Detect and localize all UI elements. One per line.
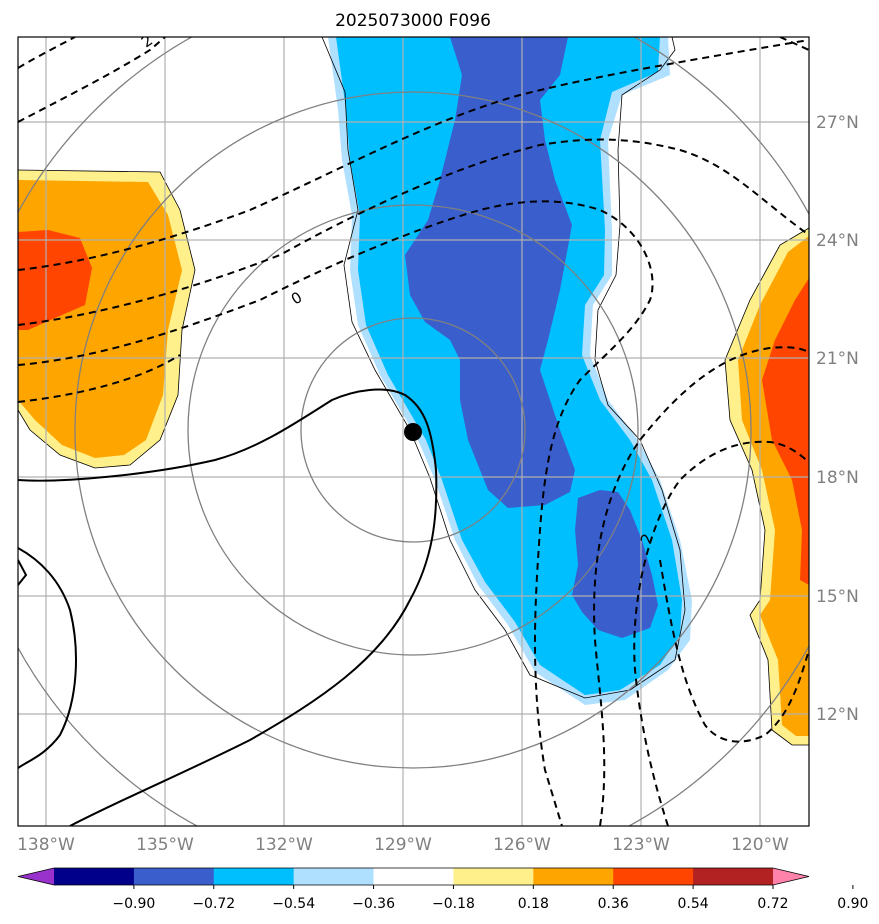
lat-label-24n: 24°N xyxy=(816,231,859,251)
positive-anomaly-left-core xyxy=(18,230,92,330)
lat-label-15n: 15°N xyxy=(816,587,859,607)
colorbar-outline xyxy=(17,867,810,886)
colorbar-segment xyxy=(293,868,375,885)
latitude-labels: 27°N 24°N 21°N 18°N 15°N 12°N xyxy=(816,113,859,725)
colorbar-tick-label: −0.18 xyxy=(432,896,475,912)
colorbar-tick-label: 0.18 xyxy=(518,896,549,912)
lat-label-21n: 21°N xyxy=(816,349,859,369)
dashed-contour-top-2 xyxy=(18,37,166,123)
lon-label-120w: 120°W xyxy=(731,835,789,855)
colorbar-tick-label: 0.90 xyxy=(837,896,868,912)
range-ring-1 xyxy=(300,317,526,543)
gridlines xyxy=(18,37,809,826)
range-ring-2 xyxy=(187,204,639,656)
solid-contour-zero-west xyxy=(18,388,438,826)
lon-label-129w: 129°W xyxy=(374,835,432,855)
outline-central-region xyxy=(321,37,686,699)
colorbar-tick-label: −0.72 xyxy=(192,896,235,912)
dashed-contour-east-3 xyxy=(659,559,809,743)
dashed-contour-north-3 xyxy=(18,200,654,826)
colorbar-tick-label: 0.72 xyxy=(757,896,788,912)
solid-contour-edge-stub xyxy=(18,559,28,586)
negative-anomaly-core-north xyxy=(405,37,575,508)
lat-label-18n: 18°N xyxy=(816,468,859,488)
map-frame xyxy=(17,36,810,827)
colorbar-segment xyxy=(533,868,614,885)
colorbar-segment xyxy=(453,868,534,885)
dashed-contour-top-1 xyxy=(18,37,76,69)
lon-label-123w: 123°W xyxy=(612,835,670,855)
dashed-contour-east-2 xyxy=(633,440,809,826)
lon-label-135w: 135°W xyxy=(136,835,194,855)
colorbar-tick-label: −0.54 xyxy=(272,896,315,912)
colorbar-extend-min xyxy=(18,868,54,885)
dashed-contours xyxy=(18,37,809,826)
outline-left-region xyxy=(18,169,196,469)
dashed-contour-northeast xyxy=(779,37,809,51)
positive-anomaly-right-core xyxy=(762,278,809,585)
lat-label-27n: 27°N xyxy=(816,113,859,133)
colorbar-tick-label: −0.90 xyxy=(112,896,155,912)
solid-contours xyxy=(18,388,438,826)
range-ring-3 xyxy=(74,91,752,769)
colorbar-segment xyxy=(54,868,135,885)
colorbar-segment xyxy=(213,868,295,885)
colorbar-segment xyxy=(693,868,774,885)
dashed-contour-north-2 xyxy=(18,138,809,326)
colorbar-segment xyxy=(373,868,454,885)
figure-title: 2025073000 F096 xyxy=(335,11,491,31)
colorbar-tick-label: 0.36 xyxy=(598,896,629,912)
solid-contour-closed-southwest xyxy=(18,547,77,769)
range-rings xyxy=(18,37,809,826)
dashed-contour-north-4 xyxy=(18,354,181,403)
colorbar-tick-label: 0.54 xyxy=(678,896,709,912)
colorbar: −0.90 −0.72 −0.54 −0.36 −0.18 0.18 0.36 0.54 0.7… xyxy=(17,867,868,912)
lon-label-138w: 138°W xyxy=(17,835,75,855)
colorbar-tick-label: −0.36 xyxy=(352,896,395,912)
colorbar-segment xyxy=(133,868,215,885)
dashed-contour-north-1 xyxy=(18,39,809,271)
longitude-labels: 138°W 135°W 132°W 129°W 126°W 123°W 120°… xyxy=(17,835,789,855)
storm-center-marker xyxy=(404,423,422,441)
lon-label-132w: 132°W xyxy=(255,835,313,855)
dashed-contour-east-1 xyxy=(593,346,809,826)
colorbar-extend-max xyxy=(773,868,809,885)
lon-label-126w: 126°W xyxy=(493,835,551,855)
colorbar-segment xyxy=(613,868,694,885)
map-panel: 2 0 2 xyxy=(17,36,810,827)
lat-label-12n: 12°N xyxy=(816,705,859,725)
